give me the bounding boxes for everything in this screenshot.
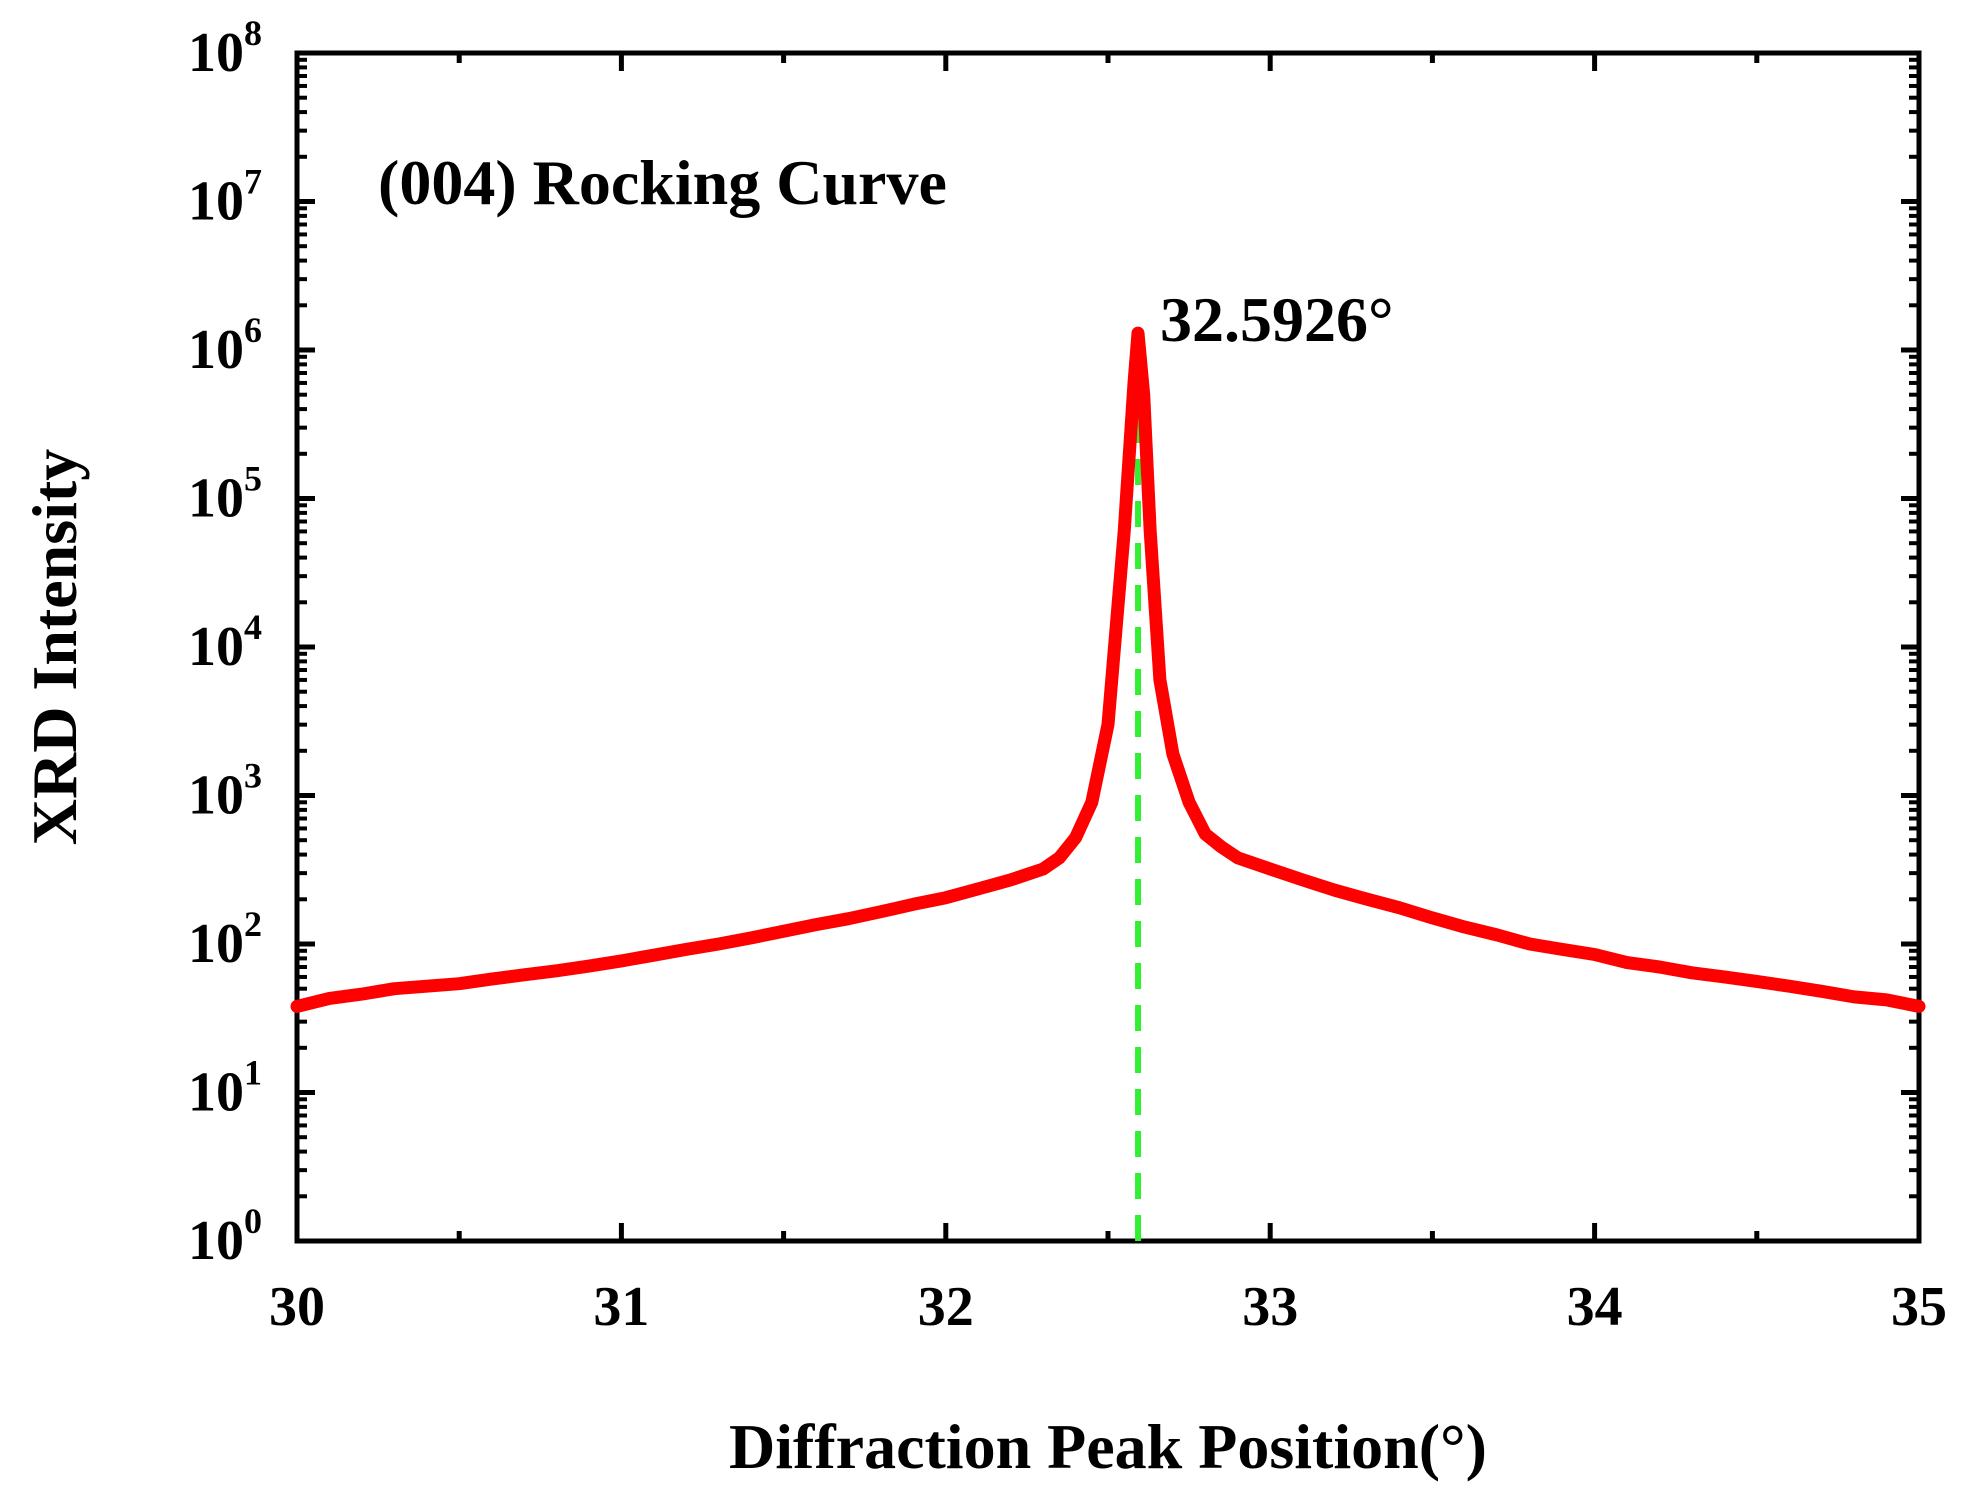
y-tick-label: 107 — [188, 162, 262, 233]
x-axis: 30 31 32 33 34 35 — [269, 53, 1947, 1338]
y-axis-title: XRD Intensity — [19, 449, 90, 845]
y-tick-label: 102 — [188, 904, 262, 975]
chart-annotation: (004) Rocking Curve — [378, 147, 947, 218]
y-tick-label: 104 — [188, 607, 262, 678]
y-axis: 100 101 102 103 104 105 106 107 108 — [188, 13, 1919, 1272]
y-tick-label: 101 — [188, 1053, 262, 1124]
x-tick-label: 30 — [269, 1276, 325, 1338]
peak-label: 32.5926° — [1160, 284, 1394, 355]
y-tick-label: 103 — [188, 756, 262, 827]
x-tick-label: 35 — [1891, 1276, 1947, 1338]
y-tick-label: 108 — [188, 13, 262, 84]
y-tick-label: 106 — [188, 310, 262, 381]
x-tick-label: 31 — [593, 1276, 649, 1338]
x-tick-label: 34 — [1567, 1276, 1623, 1338]
x-axis-title: Diffraction Peak Position(°) — [729, 1411, 1487, 1482]
x-tick-label: 32 — [918, 1276, 974, 1338]
x-tick-label: 33 — [1242, 1276, 1298, 1338]
y-tick-label: 100 — [188, 1201, 262, 1272]
series-line — [290, 326, 1926, 1013]
y-tick-label: 105 — [188, 459, 262, 530]
